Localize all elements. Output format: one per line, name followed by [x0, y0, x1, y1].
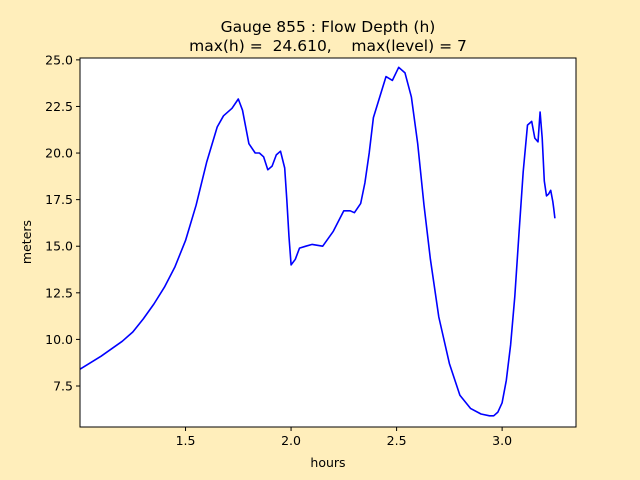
x-axis-label: hours — [310, 455, 345, 470]
x-tick-label: 2.5 — [387, 433, 407, 448]
plot-area — [80, 58, 576, 427]
x-tick-label: 1.5 — [176, 433, 196, 448]
y-tick-label: 12.5 — [45, 285, 73, 300]
flow-depth-series-line — [79, 66, 556, 417]
chart-subtitle: max(h) = 24.610, max(level) = 7 — [189, 37, 467, 55]
y-axis-label: meters — [19, 220, 34, 264]
plot-frame — [79, 57, 577, 428]
x-axis-ticks: 1.5 2.0 2.5 3.0 — [176, 427, 512, 448]
x-tick-label: 3.0 — [492, 433, 512, 448]
y-tick-label: 25.0 — [45, 52, 73, 67]
y-tick-label: 10.0 — [45, 332, 73, 347]
y-tick-label: 7.5 — [53, 379, 73, 394]
chart-title: Gauge 855 : Flow Depth (h) — [221, 18, 436, 36]
y-tick-label: 20.0 — [45, 146, 73, 161]
x-tick-label: 2.0 — [281, 433, 301, 448]
y-tick-label: 17.5 — [45, 192, 73, 207]
y-tick-label: 15.0 — [45, 239, 73, 254]
y-axis-ticks: 7.5 10.0 12.5 15.0 17.5 20.0 22.5 25.0 — [45, 52, 80, 394]
y-tick-label: 22.5 — [45, 99, 73, 114]
